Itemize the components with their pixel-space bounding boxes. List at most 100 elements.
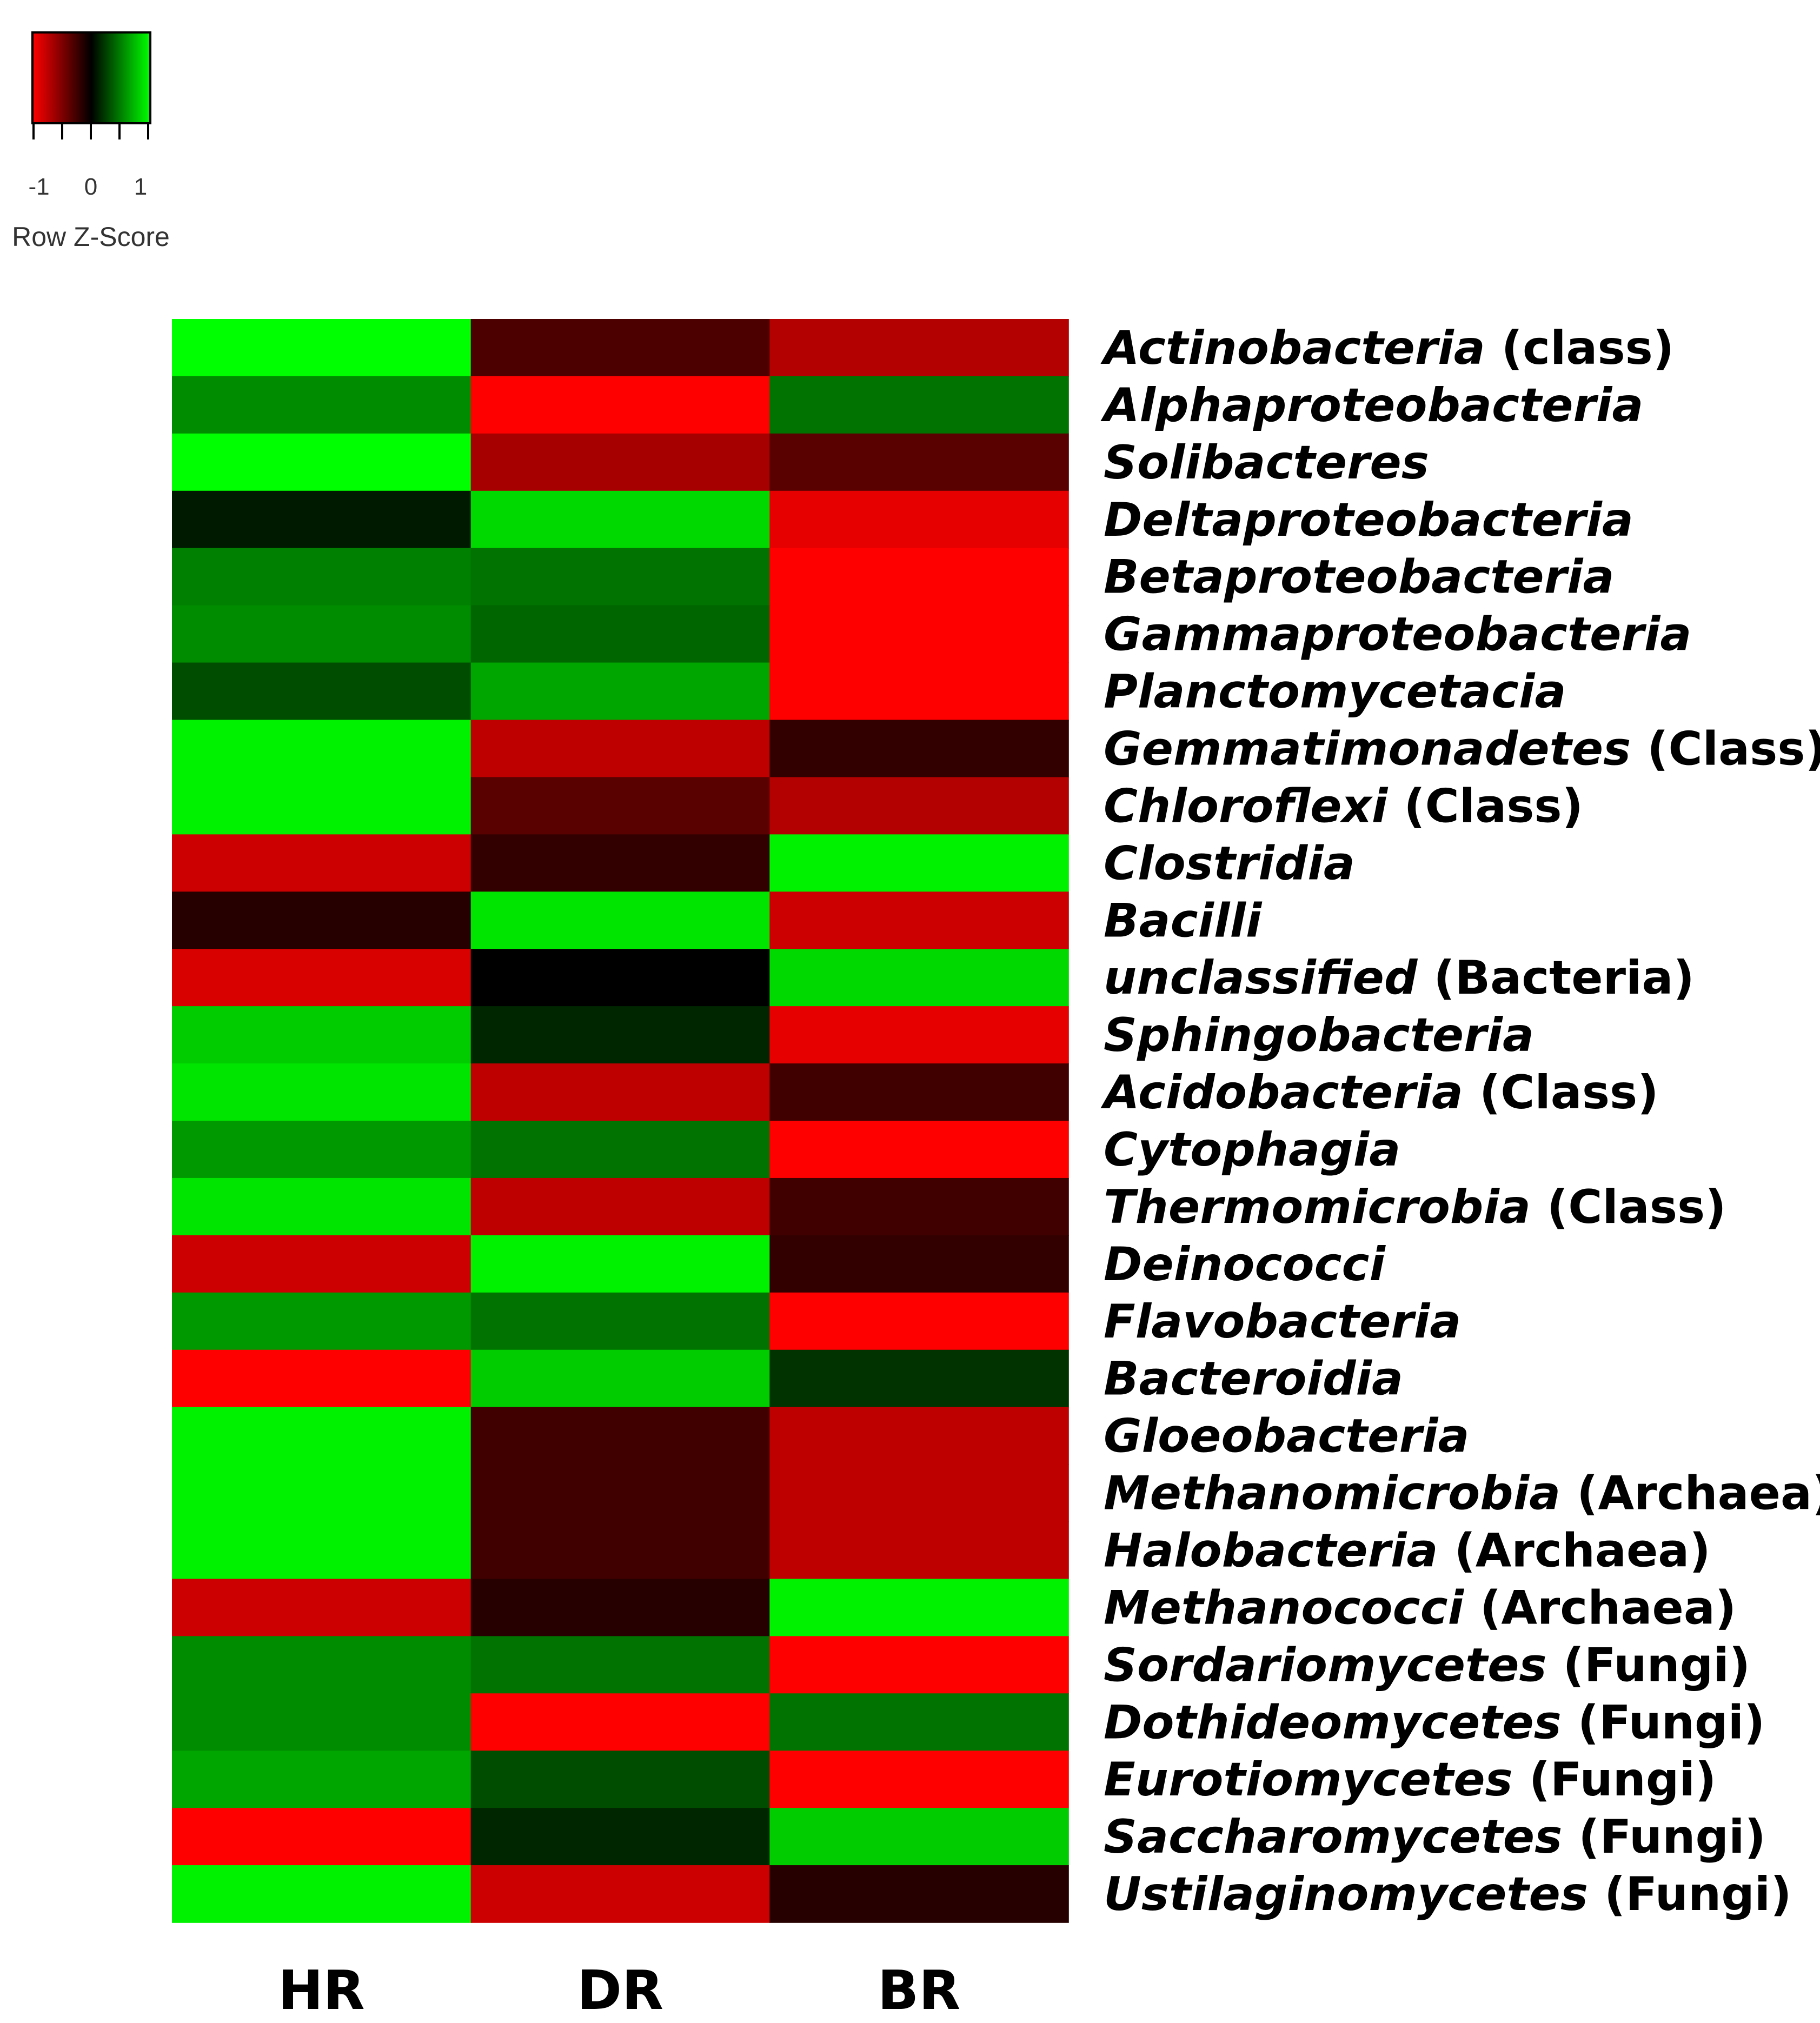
row-label-name: Deltaproteobacteria	[1104, 493, 1633, 547]
row-label: Gammaproteobacteria	[1104, 608, 1691, 662]
row-label-name: unclassified	[1104, 951, 1418, 1005]
heatmap-cell	[769, 1865, 1069, 1923]
heatmap-cell	[470, 1349, 770, 1408]
row-label: Sphingobacteria	[1104, 1008, 1534, 1062]
heatmap-cell	[172, 662, 471, 721]
column-labels: HR DR BR	[278, 1959, 960, 2022]
column-label: DR	[577, 1959, 663, 2022]
row-label-name: Ustilaginomycetes	[1104, 1867, 1588, 1921]
row-label-suffix: (Class)	[1631, 722, 1820, 776]
heatmap-cell	[769, 1579, 1069, 1637]
heatmap-cell	[470, 319, 770, 377]
heatmap-cell	[172, 1808, 471, 1866]
heatmap-cell	[470, 490, 770, 549]
row-label-name: Alphaproteobacteria	[1100, 378, 1643, 432]
column-label: BR	[878, 1959, 960, 2022]
heatmap-cell	[769, 1177, 1069, 1236]
heatmap-cell	[769, 891, 1069, 950]
row-label-name: Acidobacteria	[1100, 1066, 1463, 1120]
row-label-name: Betaproteobacteria	[1104, 550, 1615, 604]
heatmap-cell	[769, 1808, 1069, 1866]
heatmap-cell	[470, 777, 770, 835]
row-label: Deltaproteobacteria	[1104, 493, 1633, 547]
heatmap-cell	[470, 1121, 770, 1179]
heatmap-cell	[172, 1464, 471, 1522]
heatmap-cell	[470, 1177, 770, 1236]
row-label-suffix: (Fungi)	[1562, 1810, 1766, 1864]
heatmap-cell	[470, 1063, 770, 1121]
heatmap-cell	[470, 433, 770, 491]
row-label-name: Actinobacteria	[1100, 321, 1485, 375]
heatmap-cell	[172, 1349, 471, 1408]
heatmap-cell	[470, 720, 770, 778]
color-key-ticks	[32, 123, 149, 139]
row-label-name: Cytophagia	[1104, 1123, 1400, 1177]
row-label: Alphaproteobacteria	[1100, 378, 1643, 432]
row-label: Flavobacteria	[1104, 1295, 1461, 1349]
row-label-name: Sphingobacteria	[1104, 1008, 1534, 1062]
heatmap-cell	[470, 1292, 770, 1350]
heatmap-cells	[172, 319, 1069, 1923]
heatmap-cell	[172, 1865, 471, 1923]
heatmap-cell	[172, 433, 471, 491]
heatmap-cell	[172, 1235, 471, 1293]
heatmap-cell	[470, 1464, 770, 1522]
heatmap-cell	[470, 1751, 770, 1808]
heatmap-cell	[172, 1521, 471, 1580]
row-label: Sordariomycetes (Fungi)	[1104, 1638, 1750, 1692]
row-label: Ustilaginomycetes (Fungi)	[1104, 1867, 1792, 1921]
row-label: Gloeobacteria	[1104, 1409, 1470, 1463]
row-label-name: Bacteroidia	[1104, 1352, 1403, 1406]
row-label-suffix: (Fungi)	[1547, 1638, 1751, 1692]
heatmap-cell	[769, 433, 1069, 491]
row-label-suffix: (Fungi)	[1562, 1695, 1765, 1749]
row-label-name: Sordariomycetes	[1104, 1638, 1547, 1692]
heatmap-cell	[172, 1177, 471, 1236]
heatmap-cell	[172, 1407, 471, 1465]
heatmap-cell	[769, 1407, 1069, 1465]
heatmap-cell	[769, 490, 1069, 549]
heatmap-cell	[172, 319, 471, 377]
row-label: Dothideomycetes (Fungi)	[1104, 1695, 1765, 1749]
row-label-name: Deinococci	[1104, 1237, 1386, 1292]
row-label: Thermomicrobia (Class)	[1104, 1180, 1726, 1234]
row-label-name: Flavobacteria	[1104, 1295, 1461, 1349]
row-label-suffix: (Fungi)	[1513, 1753, 1717, 1807]
row-label: Cytophagia	[1104, 1123, 1400, 1177]
heatmap-cell	[172, 834, 471, 893]
row-label-name: Solibacteres	[1104, 436, 1429, 490]
heatmap-cell	[172, 1121, 471, 1179]
heatmap-cell	[470, 1693, 770, 1752]
heatmap-cell	[172, 720, 471, 778]
heatmap-cell	[172, 376, 471, 434]
row-label: Betaproteobacteria	[1104, 550, 1615, 604]
heatmap-cell	[172, 949, 471, 1007]
heatmap-cell	[769, 720, 1069, 778]
row-label: Methanococci (Archaea)	[1104, 1581, 1736, 1635]
heatmap-cell	[172, 891, 471, 950]
row-label: Bacilli	[1104, 894, 1263, 948]
row-label-suffix: (Archaea)	[1560, 1467, 1820, 1521]
row-label-suffix: (Archaea)	[1438, 1523, 1711, 1578]
heatmap-cell	[769, 1292, 1069, 1350]
heatmap-cell	[172, 1751, 471, 1808]
color-key-tick-high: 1	[134, 174, 147, 200]
row-label-name: Gloeobacteria	[1104, 1409, 1470, 1463]
row-label-suffix: (class)	[1485, 321, 1674, 375]
row-label-name: Gemmatimonadetes	[1104, 722, 1631, 776]
row-label-name: Bacilli	[1104, 894, 1263, 948]
heatmap-cell	[470, 949, 770, 1007]
heatmap-cell	[172, 1292, 471, 1350]
heatmap-cell	[172, 548, 471, 606]
heatmap-cell	[470, 1865, 770, 1923]
heatmap-cell	[769, 949, 1069, 1007]
row-label-suffix: (Class)	[1387, 779, 1583, 833]
row-label: Clostridia	[1104, 836, 1355, 890]
row-label-name: Saccharomycetes	[1104, 1810, 1562, 1864]
heatmap-cell	[769, 1006, 1069, 1064]
color-key-tick-mid: 0	[84, 174, 97, 200]
row-label: Actinobacteria (class)	[1100, 321, 1674, 375]
heatmap-cell	[470, 1521, 770, 1580]
row-label: Deinococci	[1104, 1237, 1386, 1292]
heatmap-cell	[470, 1579, 770, 1637]
